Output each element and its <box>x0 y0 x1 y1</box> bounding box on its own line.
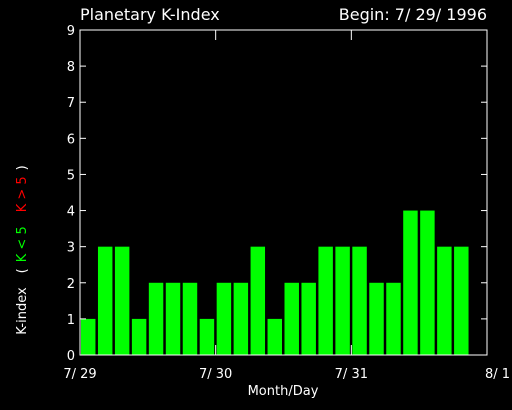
y-tick-label-7: 7 <box>67 96 75 111</box>
y-tick-label-5: 5 <box>67 168 75 183</box>
bar-20 <box>420 210 435 355</box>
bar-2 <box>114 246 130 355</box>
bar-12 <box>284 282 299 355</box>
bar-0 <box>81 318 96 355</box>
bar-1 <box>97 246 113 355</box>
x-tick-label-1: 7/ 30 <box>199 367 232 382</box>
y-axis-label-main: K-index <box>15 287 30 335</box>
y-axis-label: K-index ( K < 5 K > 5) <box>15 165 30 334</box>
y-tick-label-1: 1 <box>67 313 75 328</box>
bar-18 <box>386 282 401 355</box>
y-tick-label-6: 6 <box>67 132 75 147</box>
bar-21 <box>437 246 452 355</box>
y-axis-label-paren-open: ( <box>15 268 30 273</box>
y-axis: 0 1 2 3 4 5 6 7 8 9 <box>67 24 487 364</box>
y-axis-label-paren-close: ) <box>15 165 30 170</box>
y-tick-label-0: 0 <box>67 349 75 364</box>
chart-title: Planetary K-Index <box>80 5 220 24</box>
bar-19 <box>403 210 418 355</box>
bar-15 <box>335 246 350 355</box>
bar-14 <box>318 246 333 355</box>
bar-8 <box>216 282 232 355</box>
y-tick-label-2: 2 <box>67 277 75 292</box>
bar-9 <box>233 282 249 355</box>
y-axis-label-low: K < 5 <box>15 226 30 262</box>
y-tick-label-3: 3 <box>67 241 75 256</box>
bar-17 <box>369 282 384 355</box>
bar-16 <box>352 246 367 355</box>
bar-6 <box>182 282 198 355</box>
chart-subtitle: Begin: 7/ 29/ 1996 <box>339 5 487 24</box>
x-tick-label-0: 7/ 29 <box>63 367 96 382</box>
x-tick-label-2: 7/ 31 <box>335 367 368 382</box>
bar-13 <box>301 282 316 355</box>
plot-frame <box>79 29 488 356</box>
bar-series <box>81 210 469 355</box>
y-axis-label-high: K > 5 <box>15 176 30 212</box>
x-axis: 7/ 29 7/ 30 7/ 31 8/ 1 <box>63 30 510 382</box>
x-tick-label-3: 8/ 1 <box>485 367 510 382</box>
bar-11 <box>267 318 282 355</box>
y-tick-label-4: 4 <box>67 205 75 220</box>
bar-22 <box>454 246 469 355</box>
x-axis-label: Month/Day <box>248 384 319 399</box>
bar-3 <box>131 318 147 355</box>
y-tick-label-9: 9 <box>67 24 75 39</box>
bar-7 <box>199 318 215 355</box>
bar-10 <box>250 246 266 355</box>
bar-4 <box>148 282 164 355</box>
y-tick-label-8: 8 <box>67 60 75 75</box>
bar-5 <box>165 282 181 355</box>
